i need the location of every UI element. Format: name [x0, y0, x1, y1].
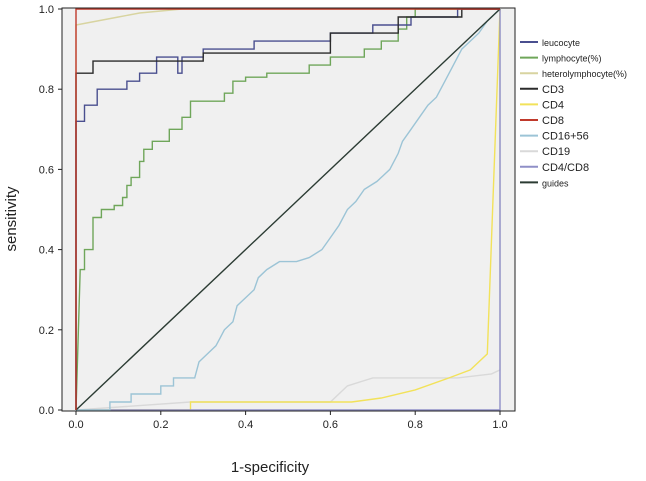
series-line-cd4 [76, 8, 501, 411]
x-tick-label: 0.2 [153, 419, 168, 431]
legend: leucocyte lymphocyte(%) heterolymphocyte(%… [520, 38, 627, 188]
x-tick-label: 0.4 [238, 419, 253, 431]
y-axis-label: sensitivity [3, 186, 20, 252]
y-tick-label: 0.8 [39, 84, 54, 96]
series-line-cd16-56 [76, 8, 501, 411]
legend-label: CD16+56 [542, 131, 589, 143]
legend-label: guides [542, 178, 569, 188]
legend-label: CD8 [542, 115, 564, 127]
x-axis: 0.0 0.2 0.4 0.6 0.8 1.0 [68, 411, 508, 431]
series-line-lymphocyte- [75, 8, 500, 411]
x-tick-label: 0.8 [408, 419, 423, 431]
series-line-leucocyte [75, 8, 500, 410]
y-tick-label: 0.2 [39, 325, 54, 337]
legend-label: leucocyte [542, 38, 580, 48]
legend-label: lymphocyte(%) [542, 54, 602, 64]
y-tick-label: 1.0 [39, 4, 54, 16]
legend-label: CD3 [542, 84, 564, 96]
series-line-cd4-cd8 [76, 9, 501, 411]
legend-label: CD4 [542, 99, 564, 111]
x-axis-label: 1-specificity [231, 459, 310, 476]
series-layer [75, 8, 501, 411]
y-tick-label: 0.6 [39, 164, 54, 176]
legend-label: heterolymphocyte(%) [542, 69, 627, 79]
y-tick-label: 0.4 [39, 245, 54, 257]
y-tick-label: 0.0 [39, 405, 54, 417]
y-axis: 0.0 0.2 0.4 0.6 0.8 1.0 [39, 4, 62, 417]
legend-label: CD4/CD8 [542, 162, 589, 174]
series-line-cd3 [75, 8, 500, 410]
series-line-cd8 [75, 8, 500, 410]
plot-frame [61, 7, 516, 412]
legend-label: CD19 [542, 146, 570, 158]
x-tick-label: 0.6 [323, 419, 338, 431]
x-tick-label: 1.0 [492, 419, 507, 431]
x-tick-label: 0.0 [68, 419, 83, 431]
series-line-guides [75, 8, 501, 411]
